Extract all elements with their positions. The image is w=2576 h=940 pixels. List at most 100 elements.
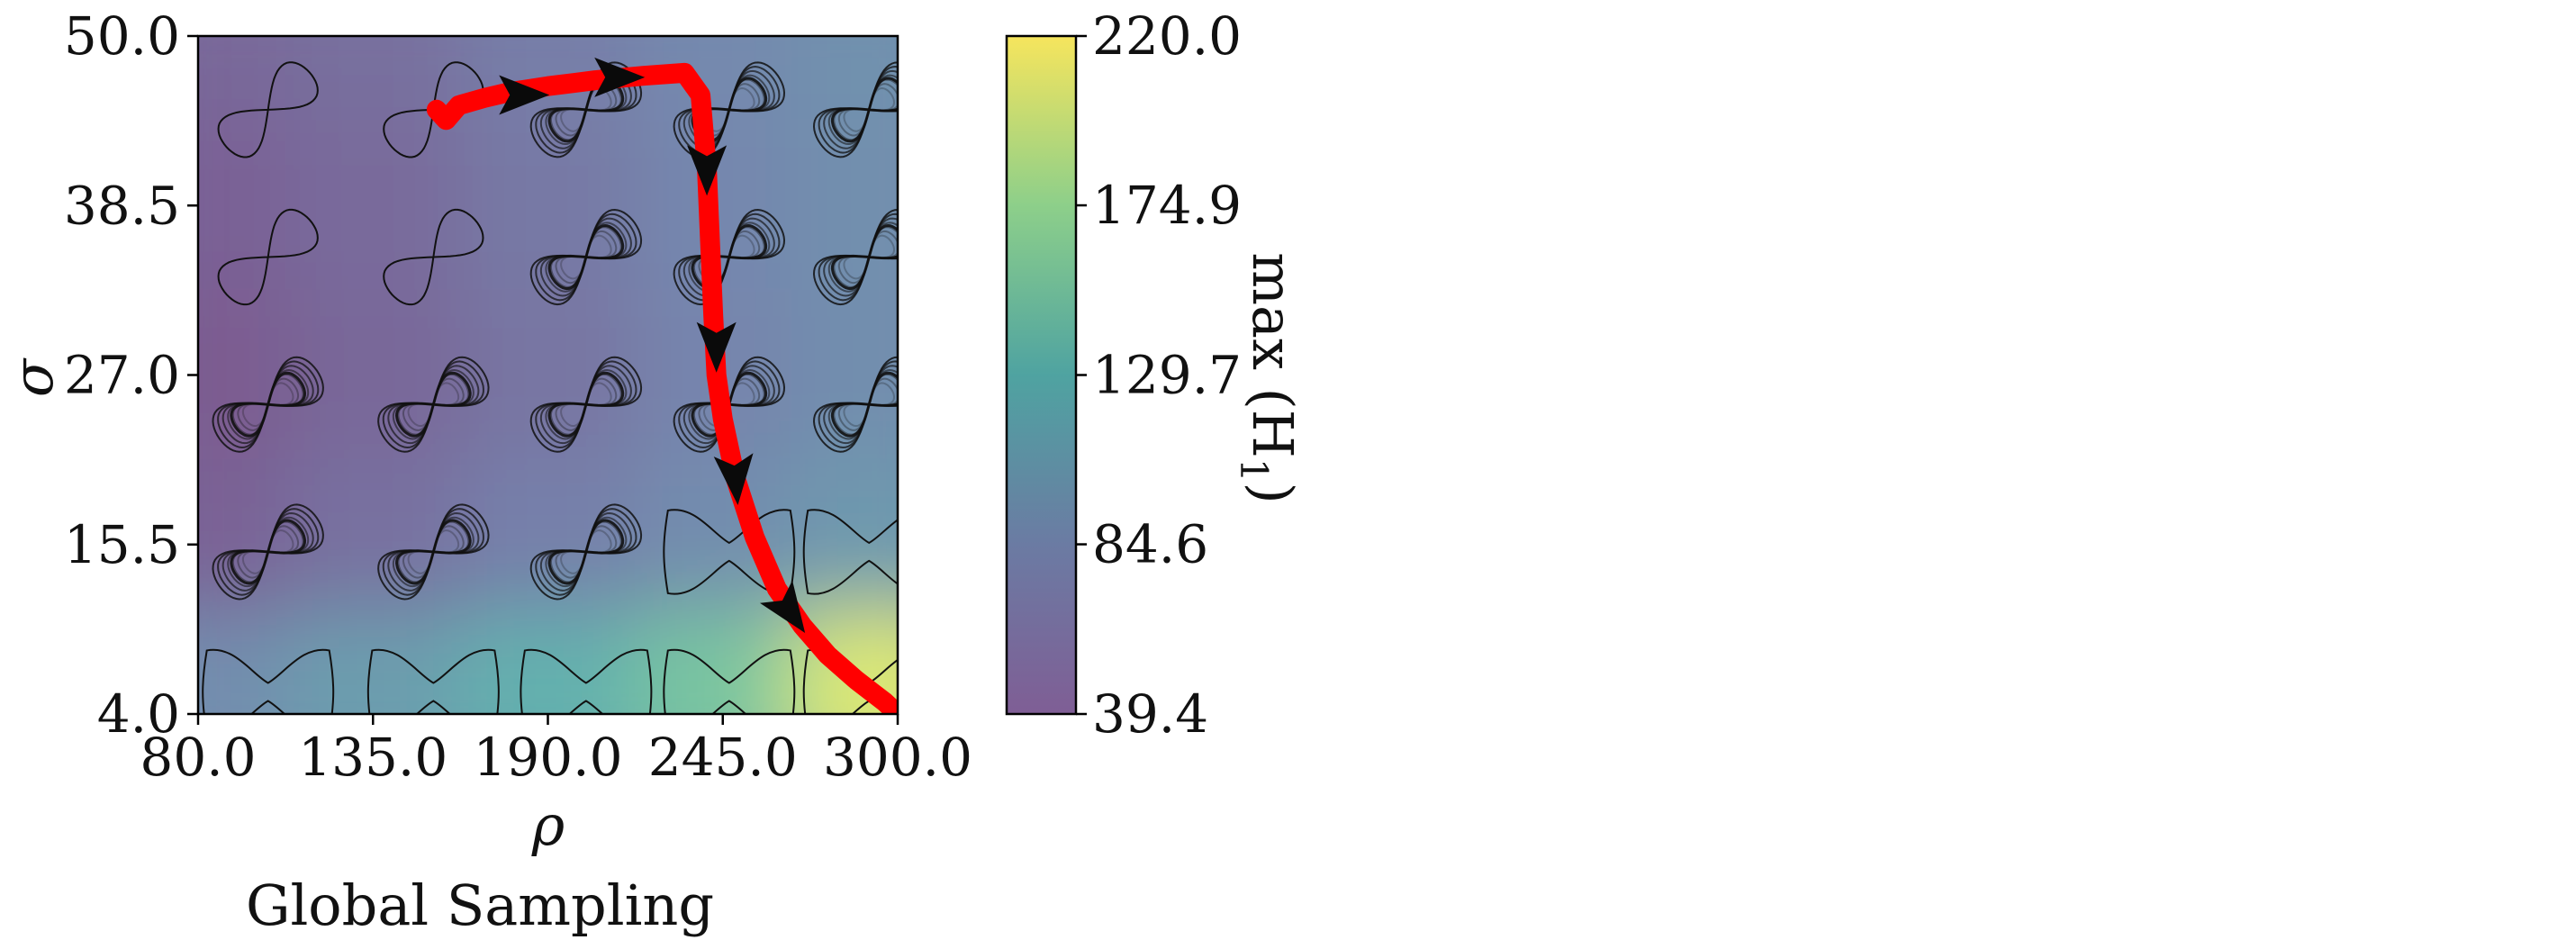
y-axis-label: σ <box>0 357 66 397</box>
colorbar-label-subscript: 1 <box>1232 458 1276 483</box>
attractor-thumbnail <box>529 61 643 158</box>
colorbar-tick-label: 174.9 <box>1092 175 1242 236</box>
colorbar-tick-label: 129.7 <box>1092 345 1242 406</box>
colorbar-tick-label: 84.6 <box>1092 514 1208 575</box>
attractor-orbit <box>547 371 625 438</box>
attractor-orbit <box>547 519 625 585</box>
attractor-orbit <box>366 648 500 714</box>
heat-cell <box>459 610 637 714</box>
trajectory-point <box>824 651 832 659</box>
trajectory-point <box>480 94 488 102</box>
attractor-orbit <box>830 224 898 291</box>
attractor-orbit <box>202 648 335 714</box>
attractor-thumbnail <box>813 61 898 158</box>
heat-cell <box>791 458 898 631</box>
attractor-thumbnail <box>217 208 319 306</box>
y-tick-label: 27.0 <box>64 345 180 406</box>
direction-arrows <box>499 57 806 633</box>
attractor-orbit <box>830 371 898 438</box>
x-tick-label: 80.0 <box>140 727 256 788</box>
trajectory-point <box>710 312 718 321</box>
attractor-orbit <box>230 371 307 438</box>
attractor-orbit <box>394 519 472 585</box>
trajectory-point <box>681 68 689 77</box>
x-axis-label: ρ <box>531 792 565 858</box>
trajectory-point <box>712 371 720 379</box>
attractor-thumbnail <box>529 503 643 601</box>
attractor-orbit <box>547 224 625 291</box>
y-tick-label: 15.5 <box>64 514 180 575</box>
trajectory-point <box>751 533 759 541</box>
colorbar <box>1005 34 1078 716</box>
chart-caption: Global Sampling <box>246 872 714 938</box>
attractor-thumbnail <box>212 503 324 601</box>
attractor-thumbnail <box>377 503 490 601</box>
colorbar-label-main: max (H <box>1240 252 1306 458</box>
direction-arrow <box>594 57 646 97</box>
colorbar-axis: 39.4 84.6 129.7 174.9 220.0 <box>1076 5 1242 745</box>
heat-cell <box>635 119 811 292</box>
heat-cell <box>459 289 637 461</box>
y-tick-label: 50.0 <box>64 5 180 67</box>
attractor-thumbnail <box>802 509 898 595</box>
attractor-orbit <box>520 648 653 714</box>
attractor-thumbnail <box>377 356 490 453</box>
heat-cell <box>459 119 637 292</box>
colorbar-tick-label: 220.0 <box>1092 5 1242 67</box>
heat-cell <box>459 458 637 631</box>
attractor-orbit <box>830 77 898 143</box>
attractor-thumbnail <box>202 648 335 714</box>
direction-arrow <box>696 321 737 373</box>
attractor-thumbnail <box>813 356 898 453</box>
attractor-thumbnail <box>383 208 484 306</box>
attractor-orbit <box>802 509 898 595</box>
trajectory-point <box>719 415 727 423</box>
x-tick-label: 300.0 <box>823 727 972 788</box>
attractor-thumbnail <box>813 209 898 306</box>
attractor-thumbnail <box>212 356 324 453</box>
x-tick-label: 135.0 <box>298 727 447 788</box>
trajectory-point <box>881 698 889 706</box>
colorbar-label-close: ) <box>1240 483 1306 504</box>
attractor-orbit <box>217 208 319 306</box>
attractor-thumbnail <box>366 648 500 714</box>
x-tick-label: 190.0 <box>473 727 622 788</box>
colorbar-tick-label: 39.4 <box>1092 683 1208 745</box>
attractor-orbit <box>383 208 484 306</box>
trajectory-point <box>432 105 440 113</box>
heat-cell <box>285 119 461 292</box>
heat-cell <box>791 119 898 292</box>
heat-cell <box>285 610 461 714</box>
y-tick-label: 4.0 <box>97 683 180 745</box>
trajectory-point <box>455 101 463 109</box>
direction-arrow <box>759 580 806 633</box>
direction-arrow <box>713 453 754 505</box>
attractor-thumbnail <box>663 648 796 714</box>
attractor-orbit <box>217 61 319 158</box>
attractor-orbit <box>230 519 307 585</box>
attractor-thumbnail <box>529 356 643 453</box>
heat-cell <box>285 458 461 631</box>
attractor-thumbnail <box>520 648 653 714</box>
attractor-orbit <box>394 371 472 438</box>
trajectory-point <box>706 239 714 247</box>
colorbar-label: max (H1) <box>1232 252 1306 504</box>
attractor-thumbnails <box>202 61 898 714</box>
attractor-thumbnail <box>217 61 319 158</box>
trajectory-point <box>544 82 552 90</box>
direction-arrow <box>499 75 550 115</box>
heatmap-background <box>198 36 898 714</box>
attractor-thumbnail <box>529 209 643 306</box>
heat-cell <box>791 36 898 140</box>
trajectory-point <box>853 676 861 684</box>
heatmap-cells <box>198 36 898 714</box>
trajectory-point <box>773 584 781 592</box>
attractor-orbit <box>663 648 796 714</box>
heat-cell <box>285 289 461 461</box>
direction-arrow <box>687 145 728 196</box>
y-tick-label: 38.5 <box>64 175 180 236</box>
trajectory-point <box>442 116 450 124</box>
x-tick-label: 245.0 <box>648 727 798 788</box>
attractor-orbit <box>691 224 768 291</box>
